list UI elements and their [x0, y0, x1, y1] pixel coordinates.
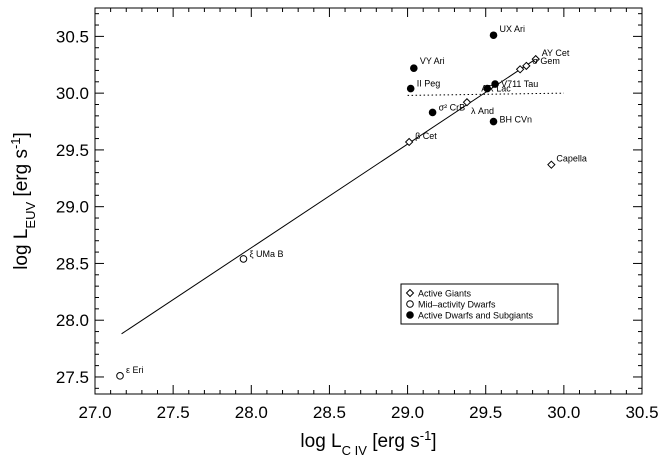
data-point-label: AY Cet	[542, 48, 570, 58]
data-point	[547, 160, 556, 169]
data-point	[522, 61, 531, 71]
data-point	[428, 108, 437, 117]
y-tick-label: 29.5	[56, 141, 89, 160]
data-point-label: ε Eri	[126, 365, 144, 375]
data-point	[531, 54, 540, 64]
legend-marker	[406, 300, 414, 308]
y-tick-label: 30.5	[56, 27, 89, 46]
data-point	[491, 80, 499, 88]
data-point-label: σ² CrB	[439, 102, 466, 112]
axes: 27.0 27.5 28.0 28.5 29.0 29.5 30.0 30.5 27.5 28.0…	[56, 7, 658, 422]
x-tick-label: 30.5	[625, 403, 658, 422]
data-point-label: VY Ari	[420, 56, 445, 66]
x-tick-label: 29.0	[391, 403, 424, 422]
x-tick-label: 28.0	[235, 403, 268, 422]
data-point	[410, 64, 418, 72]
y-tick-label: 27.5	[56, 368, 89, 387]
data-point	[489, 117, 498, 126]
data-points	[116, 31, 556, 380]
x-tick-label: 30.0	[547, 403, 580, 422]
y-tick-label: 29.0	[56, 198, 89, 217]
data-point-label: σ Gem	[532, 56, 560, 66]
y-tick-label: 28.5	[56, 254, 89, 273]
x-tick-label: 29.5	[469, 403, 502, 422]
legend-label: Active Dwarfs and Subgiants	[418, 311, 534, 321]
x-axis-title: log LC IV [erg s-1]	[300, 428, 436, 457]
data-point	[406, 84, 415, 93]
legend-box	[400, 283, 559, 325]
data-point-label: UX Ari	[500, 24, 526, 34]
data-point	[239, 255, 248, 263]
y-tick-label: 30.0	[56, 84, 89, 103]
y-tick-label: 28.0	[56, 311, 89, 330]
x-tick-label: 27.0	[78, 403, 111, 422]
data-point-label: BH CVn	[500, 115, 533, 125]
y-axis-title: log LEUV [erg s-1]	[8, 132, 38, 270]
data-point-label: Capella	[556, 154, 587, 164]
legend-marker	[406, 311, 414, 319]
data-point-label: λ And	[471, 106, 494, 116]
data-point-label: ξ UMa B	[249, 249, 283, 259]
data-point	[489, 31, 498, 40]
data-point-label: AR Lac	[481, 84, 511, 94]
data-point	[483, 84, 492, 93]
x-tick-label: 27.5	[157, 403, 190, 422]
data-point-label: II Peg	[417, 79, 441, 89]
data-point	[404, 137, 414, 147]
legend-label: Active Giants	[418, 289, 472, 299]
legend-label: Mid–activity Dwarfs	[418, 300, 496, 310]
legend-marker	[405, 288, 415, 298]
x-tick-label: 28.5	[313, 403, 346, 422]
data-point-label: β Cet	[415, 131, 437, 141]
data-point	[462, 98, 472, 107]
data-point	[116, 372, 124, 380]
data-point	[515, 65, 525, 74]
data-point-label: V711 Tau	[501, 79, 538, 89]
plot-frame	[94, 7, 643, 395]
